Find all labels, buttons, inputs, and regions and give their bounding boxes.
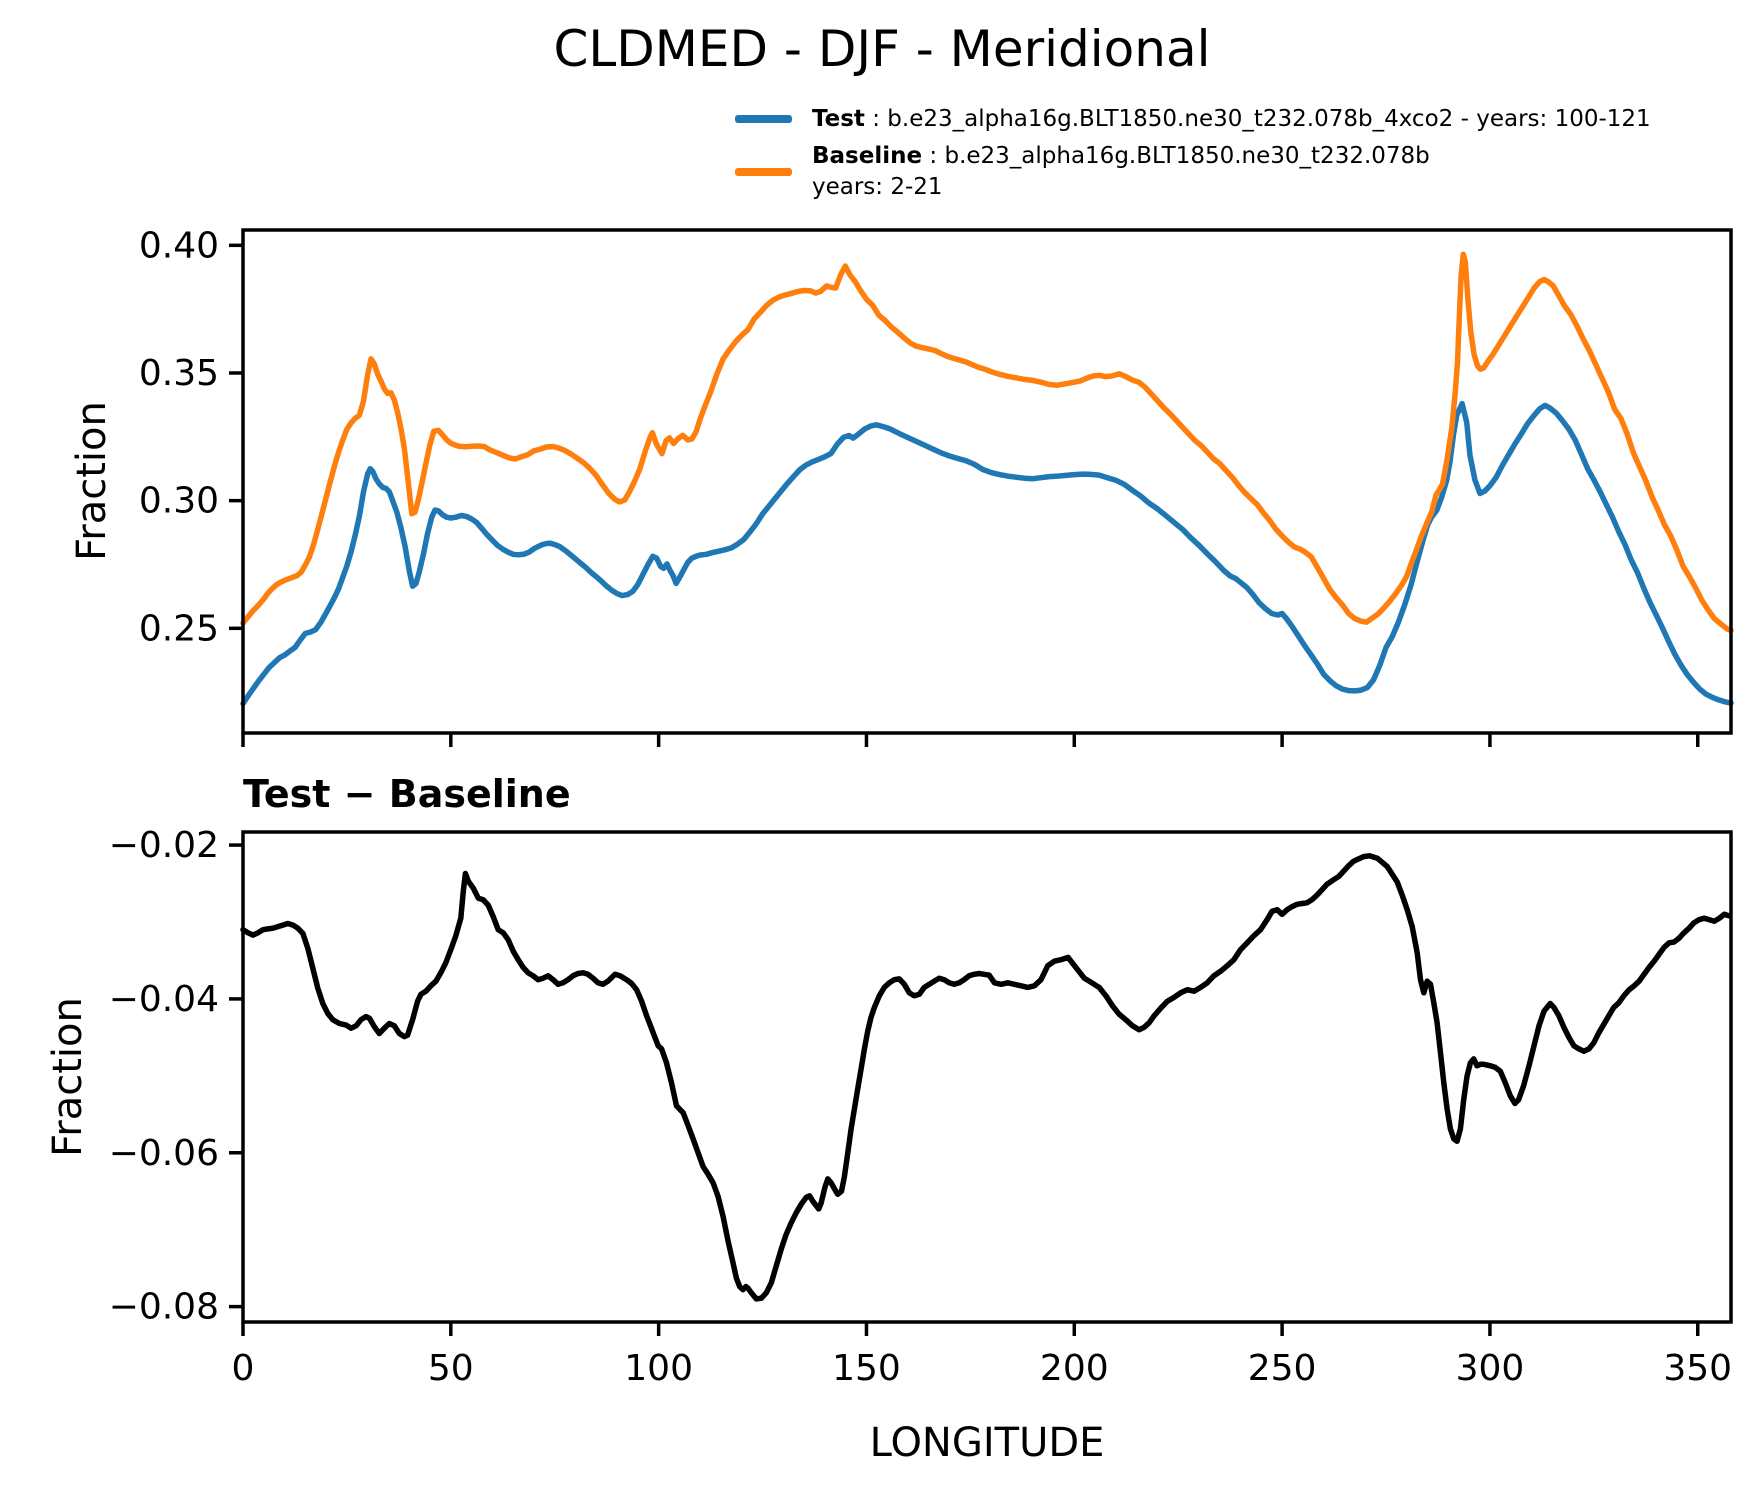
x-tick-label: 50 (428, 1348, 474, 1389)
legend-baseline-years: years: 2-21 (812, 173, 943, 200)
legend-baseline-desc: : b.e23_alpha16g.BLT1850.ne30_t232.078b (922, 143, 1430, 170)
legend-entry-baseline: Baseline : b.e23_alpha16g.BLT1850.ne30_t… (735, 141, 1651, 202)
page-title: CLDMED - DJF - Meridional (553, 20, 1211, 78)
baseline-line-swatch-icon (735, 167, 792, 176)
legend: Test : b.e23_alpha16g.BLT1850.ne30_t232.… (735, 104, 1651, 202)
x-tick-label: 150 (832, 1348, 901, 1389)
diff-plot-title: Test − Baseline (243, 772, 571, 816)
y-tick-label: −0.04 (109, 979, 219, 1020)
legend-entry-test: Test : b.e23_alpha16g.BLT1850.ne30_t232.… (735, 104, 1651, 134)
y-tick-label: 0.30 (139, 481, 219, 522)
x-tick-label: 350 (1663, 1348, 1732, 1389)
x-tick-label: 300 (1456, 1348, 1525, 1389)
x-tick-label: 0 (232, 1348, 255, 1389)
y-tick-label: −0.02 (109, 825, 219, 866)
legend-entry-test-text: Test : b.e23_alpha16g.BLT1850.ne30_t232.… (812, 104, 1651, 134)
y-tick-label: 0.40 (139, 225, 219, 266)
legend-test-label: Test (812, 106, 865, 132)
legend-test-desc: : b.e23_alpha16g.BLT1850.ne30_t232.078b_… (864, 106, 1651, 132)
test-line-swatch-icon (735, 115, 792, 124)
x-axis-label: LONGITUDE (869, 1420, 1105, 1466)
y-tick-label: 0.35 (139, 353, 219, 394)
y-tick-label: −0.08 (109, 1287, 219, 1328)
test-baseline-line (240, 853, 1732, 1302)
legend-baseline-label: Baseline (812, 143, 923, 170)
x-tick-label: 100 (624, 1348, 693, 1389)
x-tick-label: 200 (1040, 1348, 1109, 1389)
test-line (240, 400, 1734, 707)
x-tick-label: 250 (1248, 1348, 1317, 1389)
plot-spines (241, 228, 1733, 735)
y-tick-label: −0.06 (109, 1133, 219, 1174)
legend-entry-baseline-text: Baseline : b.e23_alpha16g.BLT1850.ne30_t… (812, 141, 1430, 202)
baseline-line (240, 251, 1734, 634)
y-tick-label: 0.25 (139, 608, 219, 649)
plot-spines (241, 830, 1733, 1324)
